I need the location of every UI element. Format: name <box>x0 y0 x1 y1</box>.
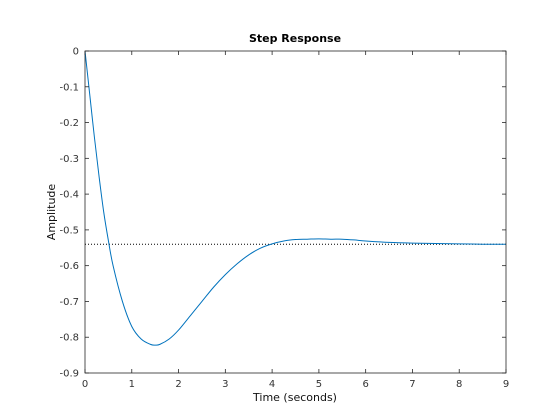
x-axis-ticks: 0 1 2 3 4 5 6 7 8 9 <box>82 51 509 390</box>
y-tick-label: 0 <box>73 47 79 58</box>
x-tick-label: 0 <box>82 379 88 390</box>
x-tick-label: 6 <box>362 379 368 390</box>
y-tick-label: -0.9 <box>59 369 79 380</box>
x-tick-label: 5 <box>316 379 322 390</box>
series-layer <box>84 50 507 346</box>
axes-box <box>84 50 507 374</box>
y-tick-label: -0.3 <box>59 154 79 165</box>
y-tick-label: -0.6 <box>59 261 79 272</box>
y-axis-label: Amplitude <box>45 184 58 241</box>
y-axis-ticks: 0 -0.1 -0.2 -0.3 -0.4 -0.5 -0.6 -0.7 -0.8 -0.9 <box>59 47 506 380</box>
x-tick-label: 7 <box>409 379 415 390</box>
x-tick-label: 2 <box>175 379 181 390</box>
x-tick-label: 9 <box>503 379 509 390</box>
x-tick-label: 1 <box>129 379 135 390</box>
y-tick-label: -0.8 <box>59 333 79 344</box>
x-tick-label: 4 <box>269 379 275 390</box>
chart-title: Step Response <box>249 32 341 45</box>
step-response-line <box>84 50 507 346</box>
x-axis-label: Time (seconds) <box>252 391 337 404</box>
x-tick-label: 8 <box>456 379 462 390</box>
y-tick-label: -0.1 <box>59 82 79 93</box>
y-tick-label: -0.2 <box>59 118 79 129</box>
y-tick-label: -0.7 <box>59 297 79 308</box>
plot-area <box>85 51 506 373</box>
y-tick-label: -0.5 <box>59 225 79 236</box>
y-tick-label: -0.4 <box>59 190 79 201</box>
x-tick-label: 3 <box>222 379 228 390</box>
